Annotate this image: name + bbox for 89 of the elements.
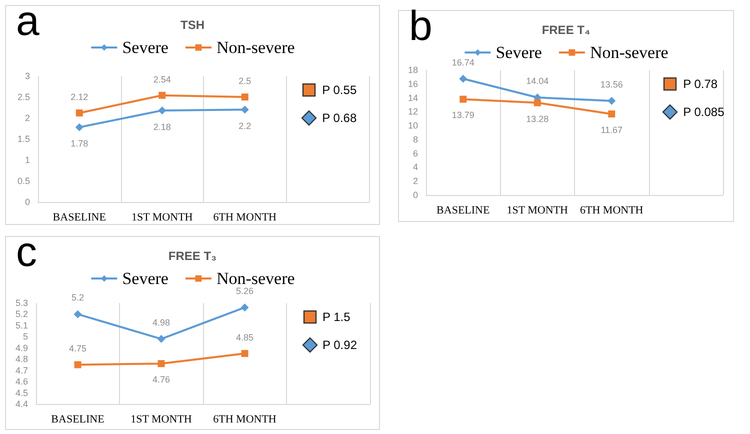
annotation: P 0.55 bbox=[322, 83, 357, 97]
y-tick-label: 4.8 bbox=[15, 354, 28, 364]
data-label: 16.74 bbox=[452, 57, 474, 68]
data-label: 11.67 bbox=[600, 124, 623, 135]
y-tick-label: 8 bbox=[412, 134, 418, 144]
point bbox=[74, 361, 82, 368]
data-label: 4.75 bbox=[68, 344, 87, 354]
point bbox=[157, 334, 166, 343]
chart-subtitle: c bbox=[16, 228, 37, 275]
y-tick-label: 2 bbox=[24, 113, 30, 123]
y-tick-label: 0.5 bbox=[17, 176, 30, 186]
data-label: 2.5 bbox=[238, 76, 252, 86]
y-tick-label: 10 bbox=[408, 120, 418, 131]
y-tick-label: 2 bbox=[412, 176, 418, 186]
data-label: 5.26 bbox=[236, 286, 254, 296]
annotation: P 0.68 bbox=[322, 111, 357, 125]
legend-label: Severe bbox=[122, 38, 168, 57]
y-tick-label: 5.2 bbox=[15, 309, 28, 320]
data-label: 4.76 bbox=[152, 374, 170, 385]
point bbox=[76, 109, 83, 116]
point bbox=[459, 74, 468, 83]
chart-title: FREE T₄ bbox=[542, 23, 590, 37]
y-tick-label: 4.6 bbox=[15, 376, 28, 387]
chart-subtitle: a bbox=[16, 0, 40, 44]
point bbox=[240, 303, 249, 312]
point bbox=[608, 96, 616, 105]
annotation: P 0.92 bbox=[322, 338, 357, 352]
y-tick-label: 4.9 bbox=[15, 342, 28, 353]
y-tick-label: 5.3 bbox=[15, 298, 28, 308]
annotation: P 1.5 bbox=[322, 310, 350, 324]
y-tick-label: 5.1 bbox=[15, 320, 28, 330]
data-label: 4.98 bbox=[152, 317, 170, 328]
point bbox=[241, 350, 248, 357]
x-tick-label: BASELINE bbox=[52, 212, 106, 224]
x-tick-label: 1ST MONTH bbox=[132, 212, 193, 224]
y-tick-label: 14 bbox=[408, 92, 418, 103]
y-tick-label: 3 bbox=[24, 71, 30, 81]
y-tick-label: 18 bbox=[408, 65, 418, 75]
point bbox=[241, 94, 248, 100]
point bbox=[158, 92, 166, 99]
data-label: 2.12 bbox=[70, 92, 88, 102]
y-tick-label: 6 bbox=[412, 148, 418, 158]
y-tick-label: 5 bbox=[22, 332, 28, 342]
legend-label: Non-severe bbox=[216, 38, 295, 57]
y-tick-label: 4.4 bbox=[15, 399, 28, 409]
legend-label: Non-severe bbox=[590, 43, 668, 62]
data-label: 5.2 bbox=[71, 292, 84, 303]
x-tick-label: 6TH MONTH bbox=[580, 204, 644, 216]
y-tick-label: 1 bbox=[24, 155, 30, 165]
point bbox=[240, 106, 249, 114]
point bbox=[158, 106, 166, 114]
point bbox=[74, 310, 82, 318]
y-tick-label: 16 bbox=[408, 78, 418, 89]
x-tick-label: 1ST MONTH bbox=[130, 414, 192, 426]
data-label: 13.56 bbox=[600, 79, 623, 90]
chart-subtitle: b bbox=[409, 2, 432, 49]
legend-label: Non-severe bbox=[216, 269, 295, 288]
data-label: 2.18 bbox=[153, 122, 171, 132]
data-label: 13.28 bbox=[526, 114, 549, 124]
annotation: P 0.085 bbox=[683, 105, 724, 119]
y-tick-label: 12 bbox=[408, 106, 418, 117]
data-label: 1.78 bbox=[70, 138, 88, 149]
y-tick-label: 1.5 bbox=[17, 134, 30, 144]
x-tick-label: BASELINE bbox=[51, 414, 105, 426]
point bbox=[460, 96, 467, 103]
y-tick-label: 4 bbox=[412, 162, 418, 172]
y-tick-label: 4.5 bbox=[15, 388, 28, 398]
y-tick-label: 0 bbox=[412, 190, 418, 200]
x-tick-label: BASELINE bbox=[436, 204, 490, 216]
point bbox=[75, 123, 84, 132]
x-tick-label: 6TH MONTH bbox=[213, 212, 277, 224]
legend-label: Severe bbox=[496, 43, 542, 62]
y-tick-label: 2.5 bbox=[17, 92, 30, 102]
legend-label: Severe bbox=[122, 269, 168, 288]
x-tick-label: 6TH MONTH bbox=[213, 414, 276, 426]
data-label: 4.85 bbox=[236, 332, 254, 342]
chart-title: FREE T₃ bbox=[168, 249, 217, 263]
point bbox=[534, 99, 541, 106]
data-label: 2.54 bbox=[153, 74, 171, 84]
point bbox=[158, 360, 165, 368]
data-label: 14.04 bbox=[526, 76, 549, 86]
data-label: 13.79 bbox=[452, 110, 474, 120]
x-tick-label: 1ST MONTH bbox=[506, 204, 568, 216]
chart-title: TSH bbox=[180, 18, 204, 32]
data-label: 2.2 bbox=[238, 121, 252, 132]
y-tick-label: 4.7 bbox=[15, 365, 28, 376]
annotation: P 0.78 bbox=[683, 77, 718, 91]
point bbox=[608, 110, 616, 118]
y-tick-label: 0 bbox=[24, 197, 30, 207]
